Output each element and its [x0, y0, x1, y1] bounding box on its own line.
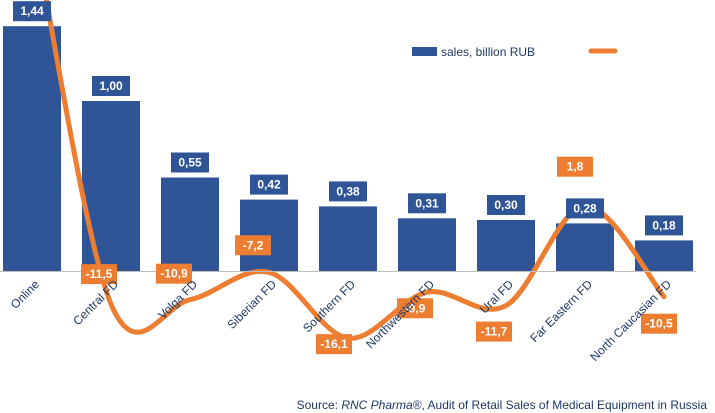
source-brand: RNC Pharma® — [341, 398, 422, 412]
source-suffix: , Audit of Retail Sales of Medical Equip… — [421, 398, 707, 412]
bar-label-text: 0,38 — [336, 184, 360, 198]
line-label-text: 1,8 — [567, 160, 584, 174]
bar-label-0: 1,44 — [13, 1, 51, 22]
line-label-box — [557, 156, 593, 177]
line-series — [43, 0, 667, 341]
bar-6 — [477, 220, 535, 271]
line-label-4: -16,1 — [316, 334, 352, 355]
bar-label-box — [566, 198, 604, 219]
line-label-box — [81, 264, 117, 285]
bar-label-box — [13, 1, 51, 22]
line-label-box — [476, 321, 512, 342]
bar-7 — [556, 223, 614, 271]
line-label-box — [316, 334, 352, 355]
bar-4 — [319, 206, 377, 271]
line-label-text: -11,5 — [86, 267, 113, 281]
bar-label-3: 0,42 — [250, 174, 288, 195]
bar-label-box — [487, 195, 525, 215]
bar-label-1: 1,00 — [92, 76, 130, 96]
source-note: Source: RNC Pharma®, Audit of Retail Sal… — [297, 398, 707, 412]
bar-label-box — [250, 174, 288, 195]
x-tick-label-3: Siberian FD — [224, 277, 279, 332]
line-label-1: -11,5 — [81, 264, 117, 285]
line-label-text: -11,7 — [481, 325, 508, 339]
bar-1 — [82, 101, 140, 271]
line-label-box — [641, 313, 677, 334]
line-label-text: -10,5 — [645, 317, 673, 331]
bar-label-box — [329, 181, 367, 202]
x-tick-label-1: Central FD — [70, 277, 121, 328]
legend-label-bar: sales, billion RUB — [441, 45, 535, 59]
bar-label-text: 0,28 — [573, 201, 597, 215]
line-label-3: -7,2 — [235, 235, 271, 256]
bar-2 — [161, 177, 219, 271]
line-label-text: -9,9 — [405, 301, 426, 315]
line-label-5: -9,9 — [397, 298, 433, 319]
line-label-box — [235, 235, 271, 256]
bar-label-text: 0,42 — [257, 178, 281, 192]
x-tick-label-0: Online — [8, 277, 43, 312]
bar-label-2: 0,55 — [171, 152, 209, 173]
bar-label-text: 0,18 — [652, 218, 676, 232]
line-label-8: -10,5 — [641, 313, 677, 334]
bar-0 — [3, 26, 61, 272]
line-value-labels: 40,4-11,5-10,9-7,2-16,1-9,9-11,71,8-10,5 — [81, 156, 677, 355]
bar-label-box — [408, 193, 446, 214]
line-label-box — [156, 263, 192, 284]
bar-label-7: 0,28 — [566, 198, 604, 219]
source-prefix: Source: — [296, 398, 342, 412]
bar-label-box — [92, 76, 130, 96]
bar-series — [3, 26, 693, 272]
legend: sales, billion RUB — [412, 45, 618, 59]
x-tick-label-7: Far Eastern FD — [527, 277, 595, 345]
bar-5 — [398, 218, 456, 271]
bar-label-text: 0,30 — [494, 198, 518, 212]
bar-label-8: 0,18 — [645, 215, 683, 236]
bar-label-text: 1,00 — [99, 79, 123, 93]
line-label-text: -16,1 — [320, 337, 348, 351]
bar-label-4: 0,38 — [329, 181, 367, 202]
line-label-2: -10,9 — [156, 263, 192, 284]
line-label-box — [397, 298, 433, 319]
bar-label-5: 0,31 — [408, 193, 446, 214]
bar-value-labels: 1,44 1,00 0,55 0,42 0,38 0,31 0,30 0,28 0,18 — [13, 1, 683, 236]
line-label-6: -11,7 — [476, 321, 512, 342]
bar-label-6: 0,30 — [487, 195, 525, 215]
bar-label-text: 0,31 — [415, 196, 439, 210]
bar-label-text: 1,44 — [20, 4, 44, 18]
bar-label-box — [171, 152, 209, 173]
line-label-text: -10,9 — [160, 267, 188, 281]
line-label-text: -7,2 — [243, 238, 264, 252]
line-label-7: 1,8 — [557, 156, 593, 177]
bar-label-box — [645, 215, 683, 236]
legend-swatch-bar — [412, 47, 437, 56]
bar-label-text: 0,55 — [178, 156, 202, 170]
